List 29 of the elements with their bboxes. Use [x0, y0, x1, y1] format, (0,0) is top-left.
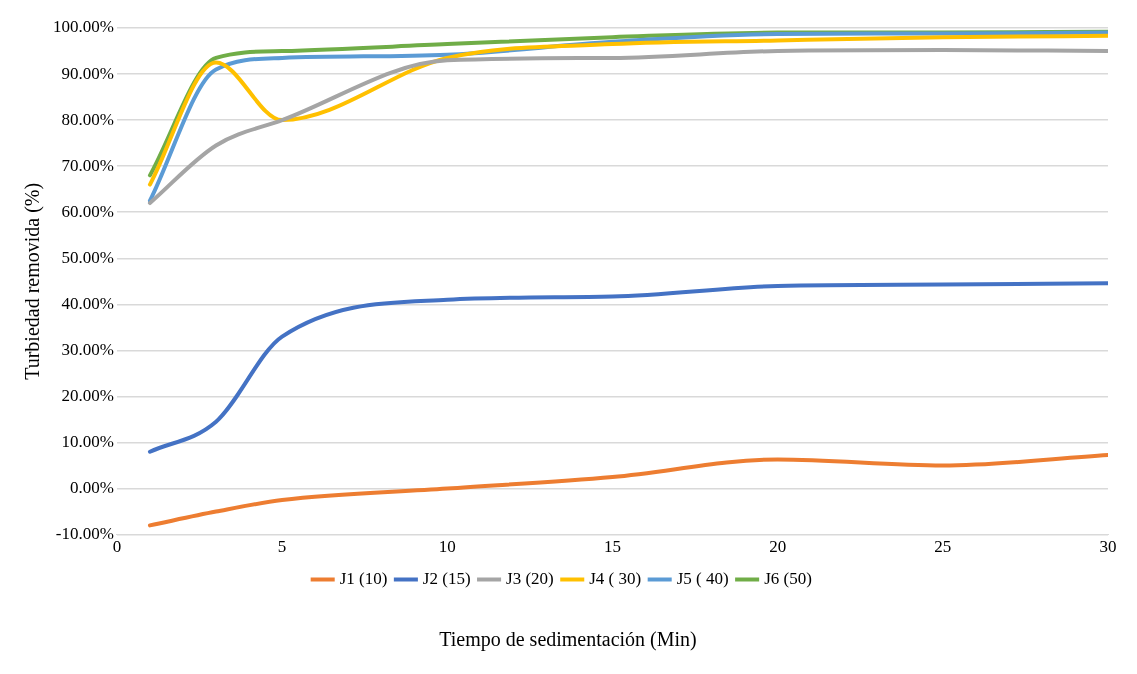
legend-label: J2 (15): [422, 568, 471, 588]
line-series: [147, 452, 1108, 528]
y-tick-label: 80.00%: [61, 109, 114, 129]
y-axis-title: Turbiedad removida (%): [21, 182, 45, 380]
x-axis-title: Tiempo de sedimentación (Min): [438, 628, 698, 651]
legend-label: J6 (50): [764, 568, 812, 588]
x-tick-label: 15: [603, 537, 621, 557]
x-tick-label: 10: [438, 537, 456, 557]
y-tick-label: 40.00%: [61, 293, 114, 313]
legend-label: J3 (20): [506, 568, 554, 588]
x-tick-label: 5: [277, 537, 287, 557]
y-tick-label: 70.00%: [61, 155, 114, 175]
legend-label: J5 ( 40): [676, 568, 729, 588]
y-tick-label: -10.00%: [55, 524, 114, 544]
y-tick-label: 20.00%: [61, 385, 114, 405]
y-tick-label: 0.00%: [69, 478, 114, 498]
x-tick-label: 0: [112, 537, 122, 557]
legend-label: J4 ( 30): [589, 568, 642, 588]
y-tick-label: 10.00%: [61, 431, 114, 451]
y-tick-label: 60.00%: [61, 201, 114, 221]
line-series: [147, 281, 1108, 454]
y-tick-label: 90.00%: [61, 63, 114, 83]
legend-label: J1 (10): [339, 568, 388, 588]
y-tick-label: 30.00%: [61, 339, 114, 359]
y-tick-label: 100.00%: [52, 17, 114, 37]
x-tick-label: 20: [769, 537, 787, 557]
x-tick-label: 25: [934, 537, 952, 557]
x-tick-label: 30: [1099, 537, 1117, 557]
y-tick-label: 50.00%: [61, 247, 114, 267]
